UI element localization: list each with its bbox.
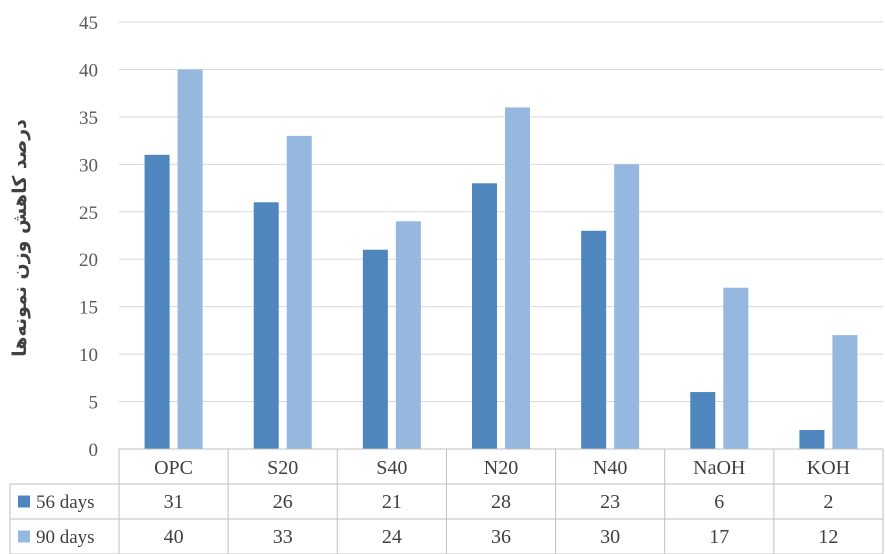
- x-tick-label: KOH: [807, 457, 850, 479]
- data-label: 21: [382, 491, 402, 513]
- legend-swatch: [18, 495, 30, 508]
- data-label: 33: [273, 526, 293, 548]
- gridlines: [119, 21, 883, 403]
- x-tick-label: N40: [593, 457, 627, 479]
- data-label: 30: [600, 526, 620, 548]
- bar-S40-90-days: [395, 221, 421, 449]
- bar-OPC-90-days: [177, 69, 203, 449]
- bar-N20-56-days: [472, 183, 497, 450]
- bar-KOH-90-days: [832, 335, 858, 449]
- y-tick-label: 25: [79, 203, 98, 224]
- data-label: 40: [164, 526, 184, 548]
- data-label: 24: [382, 526, 402, 548]
- y-tick-label: 45: [79, 13, 98, 34]
- data-label: 6: [714, 491, 724, 513]
- y-tick-label: 5: [89, 393, 99, 414]
- y-axis-ticks: 0 5 10 15 20 25 30 35 40 45: [79, 13, 98, 461]
- bar-N20-90-days: [505, 107, 530, 450]
- x-tick-label: NaOH: [693, 457, 745, 479]
- y-axis-label: درصد کاهش وزن نمونه‌ها: [9, 119, 31, 357]
- y-tick-label: 15: [79, 298, 98, 319]
- data-label: 36: [491, 526, 511, 548]
- data-label: 12: [818, 526, 838, 548]
- bar-N40-90-days: [614, 164, 640, 450]
- y-tick-label: 35: [79, 108, 98, 129]
- data-label: 2: [823, 491, 833, 513]
- x-tick-label: OPC: [154, 457, 193, 479]
- y-tick-label: 30: [79, 155, 98, 176]
- legend-label: 90 days: [36, 527, 95, 548]
- bar-KOH-56-days: [799, 430, 825, 449]
- bar-S20-90-days: [286, 135, 312, 449]
- data-label: 28: [491, 491, 511, 513]
- bar-S20-56-days: [253, 202, 279, 449]
- data-label: 31: [164, 491, 184, 513]
- legend-label: 56 days: [36, 492, 95, 513]
- x-tick-label: S40: [376, 457, 407, 479]
- x-tick-label: S20: [267, 457, 298, 479]
- data-label: 26: [273, 491, 293, 513]
- y-tick-label: 20: [79, 250, 98, 271]
- bar-N40-56-days: [581, 230, 607, 449]
- y-tick-label: 40: [79, 60, 98, 81]
- x-tick-label: N20: [484, 457, 518, 479]
- bars: [144, 69, 858, 450]
- y-tick-label: 10: [79, 345, 98, 366]
- bar-OPC-56-days: [144, 154, 170, 449]
- data-label: 17: [709, 526, 729, 548]
- legend-swatch: [18, 530, 30, 543]
- y-tick-label: 0: [89, 440, 99, 461]
- bar-S40-56-days: [362, 249, 388, 449]
- bar-NaOH-90-days: [723, 287, 749, 449]
- bar-NaOH-56-days: [690, 392, 716, 449]
- data-label: 23: [600, 491, 620, 513]
